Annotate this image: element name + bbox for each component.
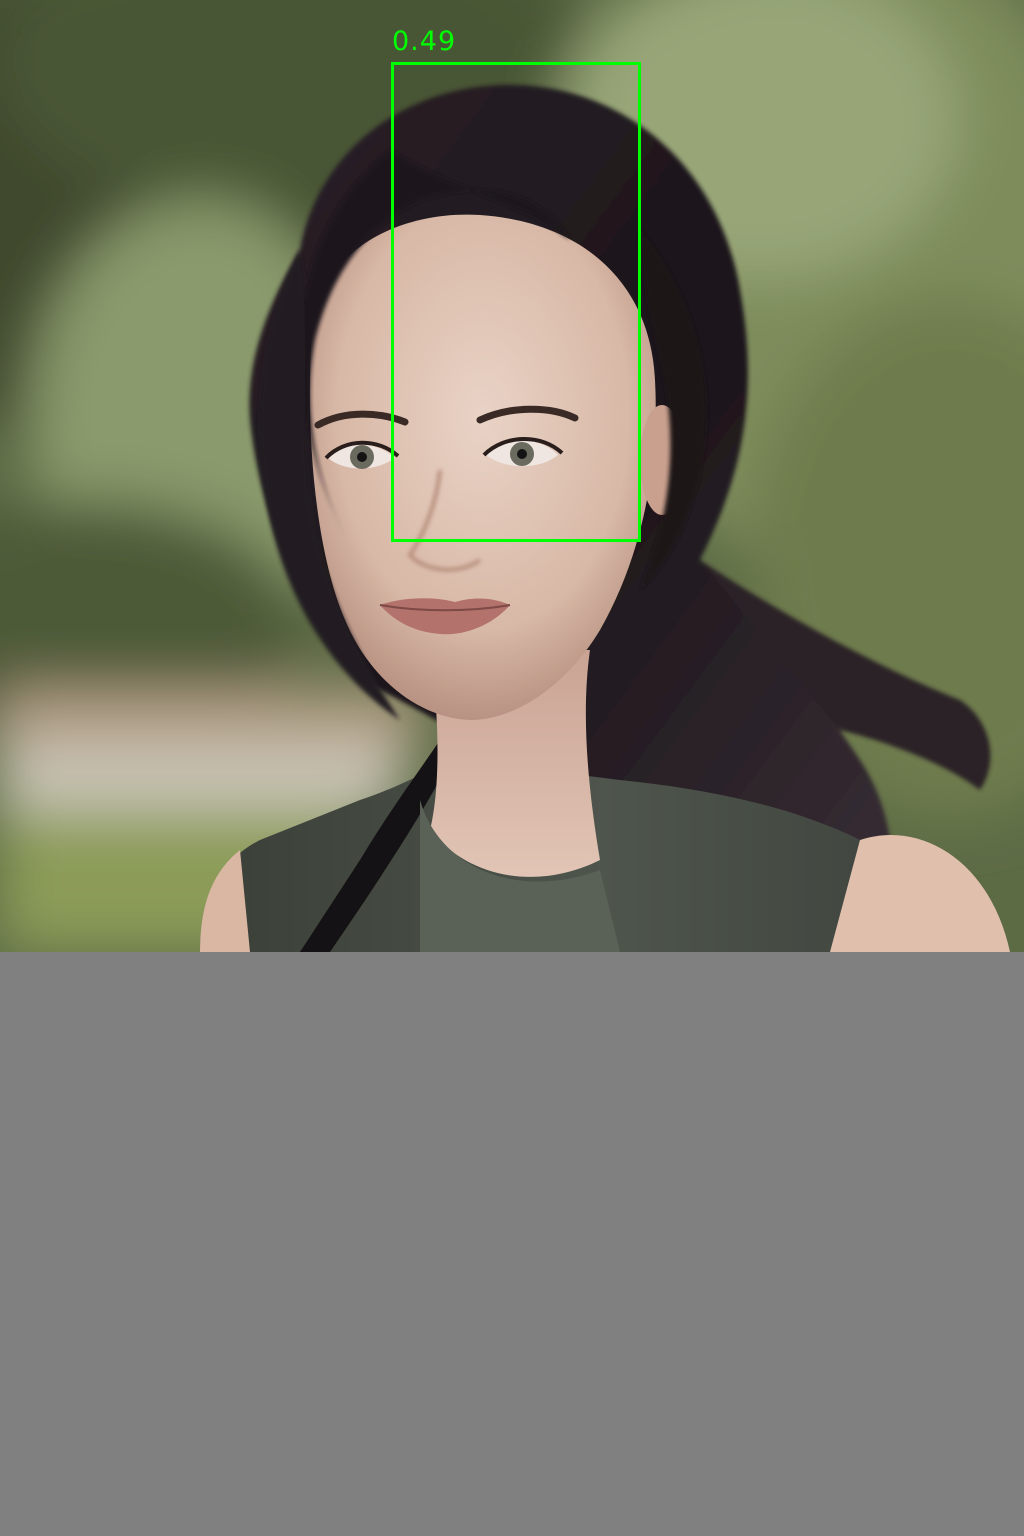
gray-padding-region (0, 952, 1024, 1536)
detection-score-label: 0.49 (392, 26, 457, 57)
face-detection-box (391, 62, 641, 542)
portrait-photo (0, 0, 1024, 952)
